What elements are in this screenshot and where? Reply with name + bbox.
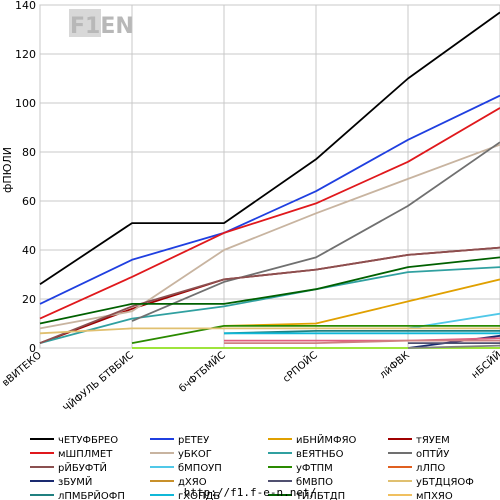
legend-label: бМПОУП bbox=[178, 463, 222, 474]
legend-label: мПХЯО bbox=[416, 491, 453, 500]
legend-label: лПМБРЙОФП bbox=[58, 489, 125, 500]
y-tick-label: 140 bbox=[15, 0, 36, 12]
series-line bbox=[131, 141, 500, 322]
legend-label: зБУМЙ bbox=[58, 475, 92, 488]
series-line bbox=[223, 330, 500, 335]
x-tick-label: вВИТЕКО bbox=[0, 350, 44, 389]
legend-label: тЯУЕМ bbox=[416, 435, 450, 446]
series-line bbox=[39, 246, 500, 344]
series-line bbox=[39, 143, 500, 330]
grid: 0 20 40 60 80 100 120 140 bbox=[15, 0, 500, 355]
y-tick-label: 80 bbox=[22, 146, 36, 159]
legend-label: вЕЯТНБО bbox=[296, 449, 344, 460]
series-line bbox=[39, 256, 500, 325]
legend-label: дХЯО bbox=[178, 477, 207, 488]
x-tick-label: нБСЙЙ bbox=[468, 348, 500, 381]
series-line bbox=[39, 266, 500, 344]
x-tick-label: ЧЙФУЛЬ БТВБИС bbox=[60, 348, 136, 414]
y-tick-label: 20 bbox=[22, 293, 36, 306]
legend: чЕТУФБРЕО рЕТЕУ иБНЙМФЯО тЯУЕМ мШПЛМЕТ уБКОГ в… bbox=[30, 433, 474, 500]
legend-label: бМВПО bbox=[296, 477, 333, 488]
legend-label: тЙЛБТДП bbox=[296, 489, 345, 500]
series-line bbox=[407, 344, 500, 349]
x-tick-label: бчФТБМЙС bbox=[176, 348, 228, 394]
y-tick-label: 40 bbox=[22, 244, 36, 257]
logo-text: F1EN bbox=[70, 14, 134, 39]
y-axis-title: фПЮЛИ bbox=[1, 147, 14, 193]
legend-label: уБКОГ bbox=[178, 449, 212, 460]
legend-label: уБТДЦЯОФ bbox=[416, 477, 474, 488]
series-line bbox=[39, 327, 500, 335]
x-tick-label: сРПОЙС bbox=[280, 348, 320, 385]
y-tick-label: 120 bbox=[15, 48, 36, 61]
series-line bbox=[131, 325, 500, 344]
legend-label: иБНЙМФЯО bbox=[296, 433, 357, 446]
series-line bbox=[39, 94, 500, 305]
logo-backdrop bbox=[69, 9, 101, 37]
footer-url: http://f1.f-e-n.net/ bbox=[184, 486, 316, 499]
legend-label: мШПЛМЕТ bbox=[58, 449, 113, 460]
x-tick-labels: вВИТЕКО ЧЙФУЛЬ БТВБИС бчФТБМЙС сРПОЙС лйФВК н… bbox=[0, 348, 500, 414]
y-tick-label: 0 bbox=[29, 342, 36, 355]
series-line bbox=[224, 337, 500, 342]
y-tick-label: 100 bbox=[15, 97, 36, 110]
series-line bbox=[223, 278, 500, 327]
logo: F1EN bbox=[69, 9, 134, 39]
legend-label: оПТЙУ bbox=[416, 447, 449, 460]
y-tick-label: 60 bbox=[22, 195, 36, 208]
legend-label: рЕТЕУ bbox=[178, 435, 209, 446]
legend-label: гХОПДБ bbox=[178, 491, 220, 500]
legend-label: лЛПО bbox=[416, 463, 445, 474]
series-line bbox=[39, 11, 500, 286]
x-tick-label: лйФВК bbox=[378, 350, 412, 381]
legend-label: рЙБУФТЙ bbox=[58, 461, 107, 474]
series-lines bbox=[39, 11, 500, 349]
series-line bbox=[224, 339, 500, 344]
axes: фПЮЛИ bbox=[1, 147, 14, 193]
series-line bbox=[39, 107, 500, 320]
legend-label: чЕТУФБРЕО bbox=[58, 435, 118, 446]
legend-label: уФТПМ bbox=[296, 463, 333, 474]
